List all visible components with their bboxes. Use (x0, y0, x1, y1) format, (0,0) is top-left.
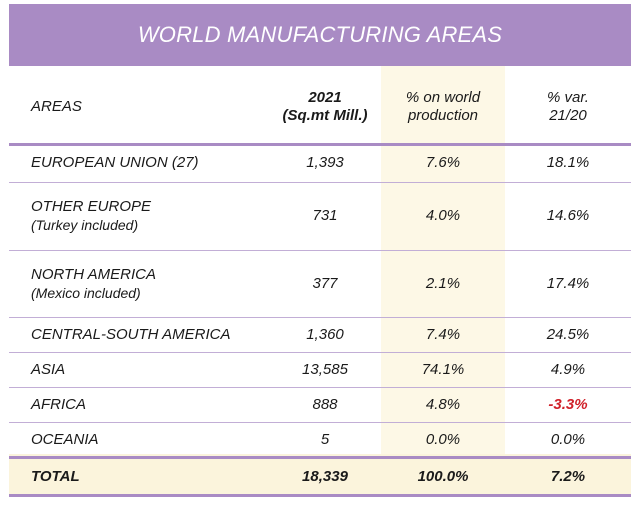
header-share-line2: production (407, 107, 479, 124)
total-value: 18,339 (302, 467, 348, 485)
row-var: 0.0% (550, 431, 586, 448)
table-row: ASIA 13,585 74.1% 4.9% (9, 353, 631, 387)
header-var: % var. 21/20 (505, 89, 631, 125)
row-value: 888 (312, 396, 338, 413)
row-area-label: OTHER EUROPE (31, 198, 152, 215)
header-year-label: 2021 (308, 89, 342, 106)
row-area-label: ASIA (31, 361, 66, 378)
header-share: % on world production (381, 89, 505, 125)
row-area: OCEANIA (9, 431, 269, 449)
row-var-negative: -3.3% (548, 396, 588, 413)
row-var: 4.9% (550, 361, 586, 378)
total-area: TOTAL (31, 467, 80, 485)
row-value: 5 (320, 431, 330, 448)
row-value: 13,585 (302, 361, 348, 378)
row-value: 1,360 (306, 326, 344, 343)
header-areas: AREAS (31, 98, 82, 115)
row-area: AFRICA (9, 396, 269, 414)
row-value: 1,393 (306, 154, 344, 171)
header-year-unit: (Sq.mt Mill.) (282, 107, 368, 124)
row-area: EUROPEAN UNION (27) (9, 154, 269, 172)
header-var-line2: 21/20 (549, 107, 587, 124)
row-share: 2.1% (425, 275, 461, 292)
row-divider (9, 387, 631, 388)
table-title: WORLD MANUFACTURING AREAS (9, 4, 631, 66)
table-row: OTHER EUROPE (Turkey included) 731 4.0% … (9, 184, 631, 248)
header-var-line1: % var. (547, 89, 589, 106)
row-share: 7.6% (425, 154, 461, 171)
table-row: AFRICA 888 4.8% -3.3% (9, 388, 631, 422)
table-row: EUROPEAN UNION (27) 1,393 7.6% 18.1% (9, 146, 631, 180)
row-area-label: OCEANIA (31, 431, 99, 448)
row-value: 731 (312, 207, 338, 224)
highlight-column (381, 66, 505, 497)
row-area-label: NORTH AMERICA (31, 266, 157, 283)
total-share: 100.0% (417, 467, 469, 485)
table-row: NORTH AMERICA (Mexico included) 377 2.1%… (9, 252, 631, 316)
manufacturing-table: WORLD MANUFACTURING AREAS AREAS 2021 (Sq… (9, 4, 631, 497)
row-share: 0.0% (425, 431, 461, 448)
total-row: TOTAL 18,339 100.0% 7.2% (9, 459, 631, 494)
row-share: 74.1% (421, 361, 465, 378)
total-divider (9, 456, 631, 459)
row-var: 17.4% (546, 275, 590, 292)
header-share-line1: % on world (405, 89, 481, 106)
row-area-note: (Mexico included) (31, 285, 141, 301)
header-divider (9, 143, 631, 146)
table-row: OCEANIA 5 0.0% 0.0% (9, 423, 631, 457)
row-share: 7.4% (425, 326, 461, 343)
row-divider (9, 422, 631, 423)
table-row: CENTRAL-SOUTH AMERICA 1,360 7.4% 24.5% (9, 318, 631, 352)
row-share: 4.0% (425, 207, 461, 224)
row-area-label: AFRICA (31, 396, 87, 413)
row-var: 24.5% (546, 326, 590, 343)
row-area: ASIA (9, 361, 269, 379)
header-year: 2021 (Sq.mt Mill.) (269, 89, 381, 125)
row-area-label: EUROPEAN UNION (27) (31, 154, 199, 171)
row-area: CENTRAL-SOUTH AMERICA (9, 326, 269, 344)
total-band (9, 454, 631, 494)
total-var: 7.2% (550, 467, 586, 485)
row-divider (9, 317, 631, 318)
row-area-note: (Turkey included) (31, 217, 139, 233)
row-divider (9, 352, 631, 353)
row-area: NORTH AMERICA (Mexico included) (9, 266, 269, 302)
row-divider (9, 182, 631, 183)
bottom-border (9, 494, 631, 497)
row-value: 377 (312, 275, 338, 292)
row-share: 4.8% (425, 396, 461, 413)
row-area: OTHER EUROPE (Turkey included) (9, 198, 269, 234)
row-area-label: CENTRAL-SOUTH AMERICA (31, 326, 231, 343)
row-var: 14.6% (546, 207, 590, 224)
row-divider (9, 250, 631, 251)
row-var: 18.1% (546, 154, 590, 171)
header-row: AREAS 2021 (Sq.mt Mill.) % on world prod… (9, 70, 631, 144)
